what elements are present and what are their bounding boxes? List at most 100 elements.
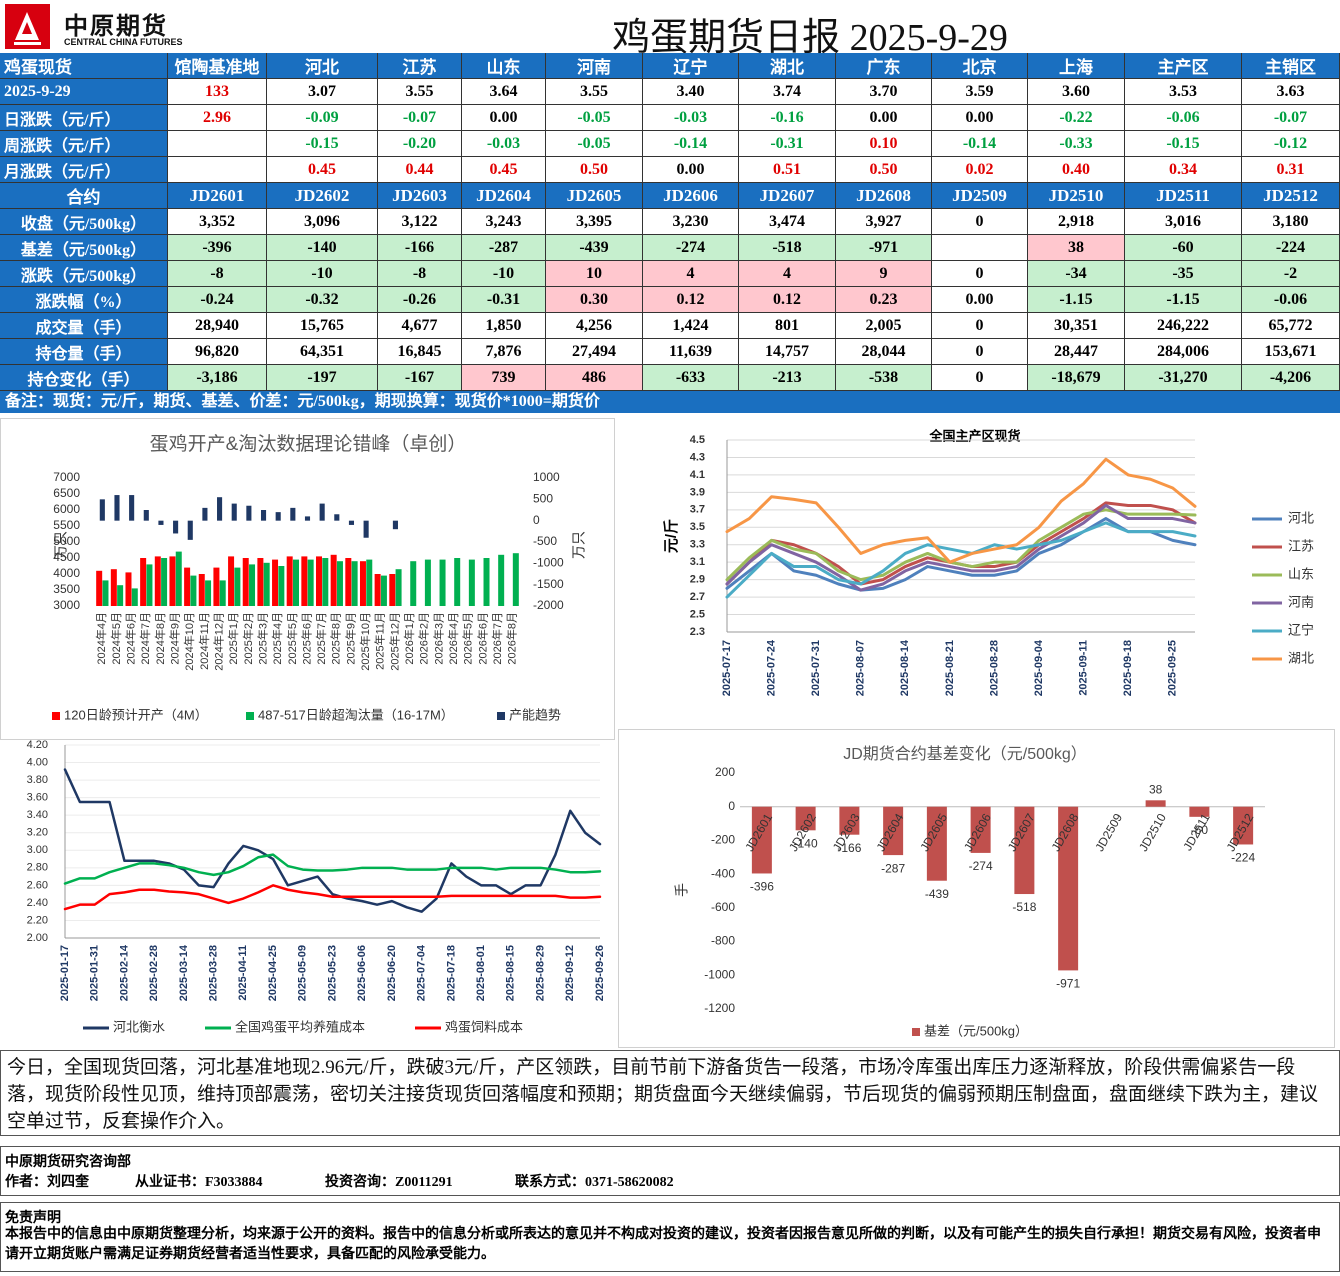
bar [292, 559, 299, 606]
y-tick-label: 200 [715, 765, 735, 779]
bar [498, 554, 505, 606]
author: 作者：刘四奎 [5, 1175, 89, 1190]
logo-subtext: CENTRAL CHINA FUTURES [64, 37, 183, 47]
data-cell: 3.40 [643, 79, 739, 105]
x-tick-label: 2025年2月 [241, 612, 255, 665]
y-tick-label: 3.9 [690, 486, 705, 498]
data-cell: 133 [168, 79, 267, 105]
data-cell: -538 [836, 365, 932, 391]
legend-label: 120日龄预计开产（4M） [64, 707, 208, 722]
y-tick-label: 4000 [53, 566, 80, 580]
data-label: -274 [969, 859, 993, 873]
data-cell: -4,206 [1242, 365, 1340, 391]
data-cell: 4,256 [546, 313, 643, 339]
x-tick-label: 2025年9月 [343, 612, 357, 665]
x-tick-label: 2025-09-25 [1167, 640, 1179, 696]
bar [202, 507, 208, 521]
y-tick-label: 4500 [53, 550, 80, 564]
data-cell: 0.40 [1028, 157, 1125, 183]
bar [290, 507, 296, 521]
data-cell: 0.00 [932, 287, 1028, 313]
data-cell: 3.07 [267, 79, 378, 105]
x-tick-label: 2025-04-25 [267, 945, 279, 1001]
y-tick-label: -1200 [704, 1001, 735, 1015]
bar [102, 580, 109, 606]
header-cell: 北京 [932, 53, 1028, 79]
data-cell: -224 [1242, 235, 1340, 261]
x-tick-label: 2026年5月 [461, 612, 475, 665]
header-cell: 主销区 [1242, 53, 1340, 79]
data-cell: 0.23 [836, 287, 932, 313]
x-tick-label: 2026年2月 [417, 612, 431, 665]
data-cell: -166 [378, 235, 462, 261]
y-tick-label: 3000 [53, 598, 80, 612]
data-cell: -0.03 [462, 131, 546, 157]
y-tick-label: 4.1 [690, 469, 705, 481]
data-cell: -0.06 [1125, 105, 1242, 131]
data-cell: 3,122 [378, 209, 462, 235]
data-cell: -8 [168, 261, 267, 287]
bar [143, 510, 149, 521]
bar [316, 556, 323, 606]
legend-label: 产能趋势 [509, 707, 561, 722]
data-cell: -0.32 [267, 287, 378, 313]
bar [213, 567, 220, 606]
y-tick-label: 3.3 [690, 539, 705, 551]
y2-tick-label: 1000 [533, 470, 560, 484]
bar [330, 554, 337, 606]
y-tick-label: -600 [711, 900, 735, 914]
data-cell: 3.64 [462, 79, 546, 105]
y2-axis-label: 万只 [571, 531, 587, 559]
bar [125, 572, 132, 606]
x-tick-label: 2025年6月 [299, 612, 313, 665]
line [63, 768, 602, 913]
license: 从业证书：F3033884 [135, 1175, 263, 1190]
x-tick-label: 2026年7月 [490, 612, 504, 665]
x-tick-label: 2025-01-31 [89, 945, 101, 1001]
data-cell: -0.07 [1242, 105, 1340, 131]
x-tick-label: 2024年5月 [109, 612, 123, 665]
data-cell: 153,671 [1242, 339, 1340, 365]
data-label: -396 [750, 880, 774, 894]
data-cell: -0.20 [378, 131, 462, 157]
data-cell: 3,927 [836, 209, 932, 235]
x-tick-label: 2026年3月 [431, 612, 445, 665]
data-cell: -971 [836, 235, 932, 261]
x-tick-label: 2025-09-18 [1122, 640, 1134, 696]
bar [1189, 806, 1210, 817]
header-cell: 河南 [546, 53, 643, 79]
bar [96, 570, 103, 606]
data-cell: 15,765 [267, 313, 378, 339]
y-axis-label: 元/斤 [663, 519, 680, 553]
data-cell: 28,447 [1028, 339, 1125, 365]
line [63, 884, 602, 911]
x-tick-label: 2025-08-29 [534, 945, 546, 1001]
x-tick-label: 2025-09-12 [564, 945, 576, 1001]
bar [275, 512, 281, 521]
data-cell: 3.53 [1125, 79, 1242, 105]
bar [410, 561, 417, 606]
bar [131, 588, 138, 606]
note: 备注：现货：元/斤，期货、基差、价差：元/500kg，期现换算：现货价*1000… [0, 391, 1340, 413]
data-cell: 3.74 [739, 79, 836, 105]
bar [184, 567, 191, 606]
y-tick-label: 3500 [53, 582, 80, 596]
data-cell: -0.09 [267, 105, 378, 131]
data-cell: -0.05 [546, 105, 643, 131]
y-tick-label: 2.20 [27, 914, 48, 926]
y2-tick-label: -1000 [533, 556, 564, 570]
data-cell: 3,352 [168, 209, 267, 235]
x-tick-label: 2025年3月 [255, 612, 269, 665]
bar [424, 559, 431, 606]
data-cell: 0 [932, 365, 1028, 391]
data-label: -166 [837, 841, 861, 855]
x-tick-label: JD2509 [1092, 811, 1125, 854]
bar [242, 558, 249, 606]
row-label: 收盘（元/500kg） [0, 209, 168, 235]
bar [228, 556, 235, 606]
legend-swatch [246, 712, 254, 720]
data-cell: 64,351 [267, 339, 378, 365]
line [725, 521, 1197, 599]
data-cell: -10 [462, 261, 546, 287]
